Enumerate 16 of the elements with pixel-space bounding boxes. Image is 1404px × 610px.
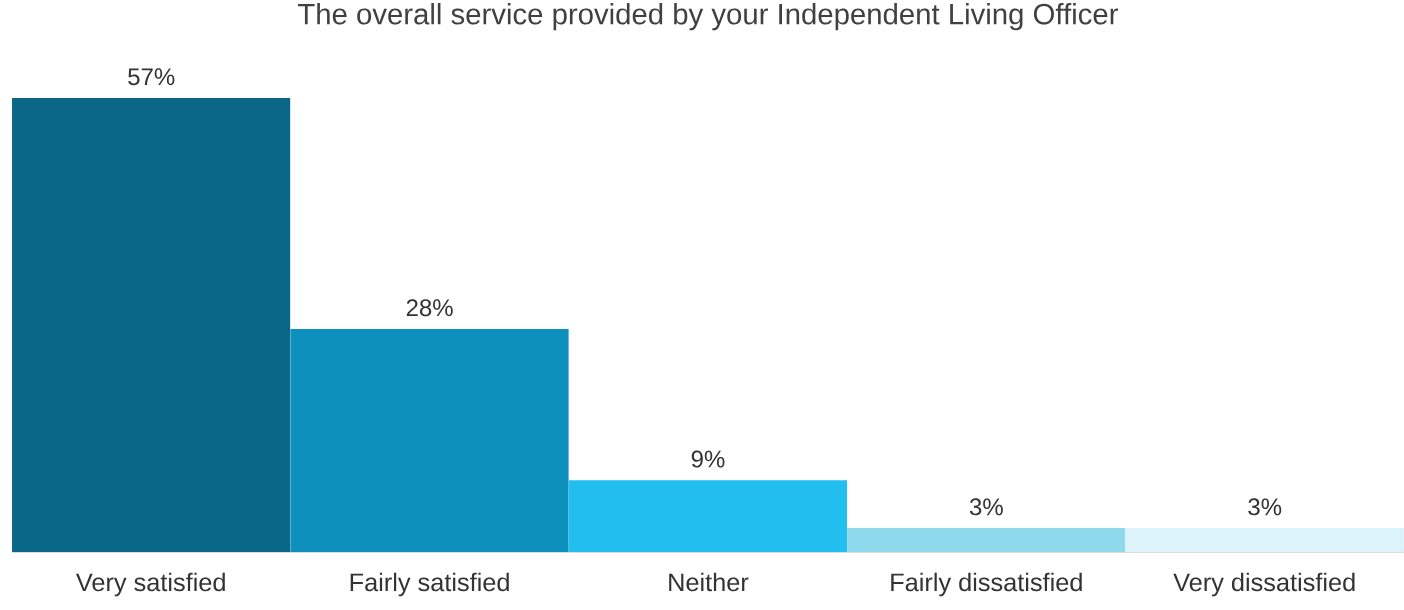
bar bbox=[568, 480, 848, 552]
data-label: 9% bbox=[691, 450, 725, 468]
bar bbox=[1125, 528, 1404, 552]
bar bbox=[290, 328, 569, 552]
data-label: 3% bbox=[1248, 498, 1282, 516]
bar bbox=[847, 528, 1126, 552]
bar bbox=[12, 97, 291, 552]
x-tick-label: Neither bbox=[669, 572, 749, 592]
data-label: 3% bbox=[969, 498, 1003, 516]
x-tick-label: Very satisfied bbox=[75, 572, 225, 597]
x-tick-label: Very dissatisfied bbox=[1173, 572, 1355, 597]
x-tick-label: Fairly dissatisfied bbox=[891, 572, 1082, 597]
x-tick-label: Fairly satisfied bbox=[350, 572, 509, 597]
chart-title: The overall service provided by your Independent Living Officer bbox=[298, 2, 1118, 31]
data-label: 28% bbox=[406, 299, 453, 317]
data-label: 57% bbox=[128, 68, 175, 86]
